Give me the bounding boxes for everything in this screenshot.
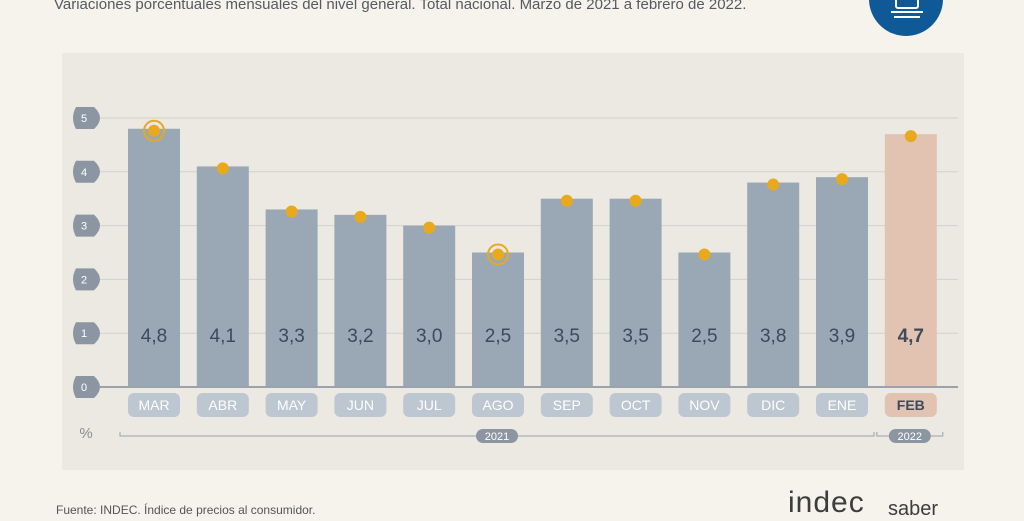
y-tick-label: 1 xyxy=(81,328,87,340)
year-label: 2022 xyxy=(898,431,922,443)
category-box xyxy=(265,393,318,417)
year-pill xyxy=(888,429,931,443)
x-tick-label: ENE xyxy=(828,397,857,413)
category-box xyxy=(540,393,593,417)
data-label: 3,5 xyxy=(622,326,648,347)
data-point xyxy=(629,194,642,207)
data-point xyxy=(492,248,504,261)
data-label: 4,1 xyxy=(210,326,236,347)
category-box xyxy=(816,393,868,417)
category-box xyxy=(472,393,524,417)
bar xyxy=(747,182,800,387)
highlight-ring xyxy=(143,119,165,142)
bar xyxy=(196,166,249,387)
y-tick-label: 3 xyxy=(81,221,87,233)
bar xyxy=(884,134,937,387)
y-tick-badge xyxy=(73,376,100,398)
bar xyxy=(609,198,662,387)
x-tick-label: DIC xyxy=(761,397,785,413)
data-label: 2,5 xyxy=(485,326,511,347)
data-point xyxy=(285,205,298,218)
bar xyxy=(678,252,731,387)
data-point xyxy=(698,248,711,261)
category-box xyxy=(128,393,180,417)
data-point xyxy=(767,178,780,191)
data-label: 4,7 xyxy=(898,326,924,347)
bar xyxy=(816,177,868,387)
bar xyxy=(540,198,593,387)
y-tick-badge xyxy=(73,107,100,129)
bar xyxy=(403,225,456,387)
x-tick-label: MAR xyxy=(138,397,169,413)
brand-logo-sub: saber xyxy=(888,498,939,520)
category-box xyxy=(334,393,387,417)
x-tick-label: ABR xyxy=(208,397,237,413)
x-tick-label: MAY xyxy=(277,397,307,413)
data-label: 2,5 xyxy=(691,326,717,347)
data-point xyxy=(148,124,160,137)
y-tick-label: 5 xyxy=(81,113,87,125)
brand-logo: indec xyxy=(788,486,865,519)
category-box xyxy=(609,393,662,417)
category-box xyxy=(747,393,800,417)
x-tick-label: JUN xyxy=(347,397,374,413)
data-label: 3,9 xyxy=(829,326,855,347)
y-tick-badge xyxy=(73,214,100,237)
category-box xyxy=(403,393,456,417)
bar xyxy=(334,214,387,387)
y-tick-label: 0 xyxy=(81,382,87,394)
year-label: 2021 xyxy=(485,431,509,443)
data-label: 4,8 xyxy=(141,326,167,347)
data-label: 3,3 xyxy=(278,326,304,347)
data-label: 3,8 xyxy=(760,326,786,347)
bar-chart: 0 1 2 3 4 5 4,8 4,1 3,3 3,2 3,0 2,5 3,5 3,5 2,5 3,8 3,9 4… xyxy=(73,107,958,443)
y-tick-label: 4 xyxy=(81,167,87,179)
y-axis-unit: % xyxy=(79,425,92,442)
bar xyxy=(265,209,318,387)
data-label: 3,2 xyxy=(347,326,373,347)
year-pill xyxy=(476,429,518,443)
x-tick-label: AGO xyxy=(482,397,513,413)
source-note: Fuente: INDEC. Índice de precios al cons… xyxy=(56,503,316,517)
y-tick-badge xyxy=(73,268,100,291)
data-point xyxy=(560,194,573,207)
chart-subtitle: Variaciones porcentuales mensuales del n… xyxy=(54,0,747,13)
data-label: 3,5 xyxy=(554,326,580,347)
category-box xyxy=(196,393,249,417)
x-tick-label: SEP xyxy=(553,397,581,413)
y-tick-badge xyxy=(73,322,100,345)
data-point xyxy=(354,210,367,223)
data-point xyxy=(216,162,229,175)
highlight-ring xyxy=(487,243,509,266)
data-point xyxy=(904,130,917,143)
x-tick-label: FEB xyxy=(897,397,925,413)
y-tick-label: 2 xyxy=(81,274,87,286)
y-tick-badge xyxy=(73,160,100,183)
data-point xyxy=(423,221,436,234)
data-point xyxy=(836,173,848,186)
category-box xyxy=(678,393,731,417)
x-tick-label: OCT xyxy=(621,397,651,413)
x-tick-label: JUL xyxy=(417,397,442,413)
chart-panel: 0 1 2 3 4 5 4,8 4,1 3,3 3,2 3,0 2,5 3,5 3,5 2,5 3,8 3,9 4… xyxy=(62,53,964,470)
x-tick-label: NOV xyxy=(689,397,720,413)
category-box xyxy=(884,393,937,417)
bar xyxy=(472,252,524,387)
data-label: 3,0 xyxy=(416,326,442,347)
laptop-icon xyxy=(891,0,923,18)
bar xyxy=(128,128,180,387)
